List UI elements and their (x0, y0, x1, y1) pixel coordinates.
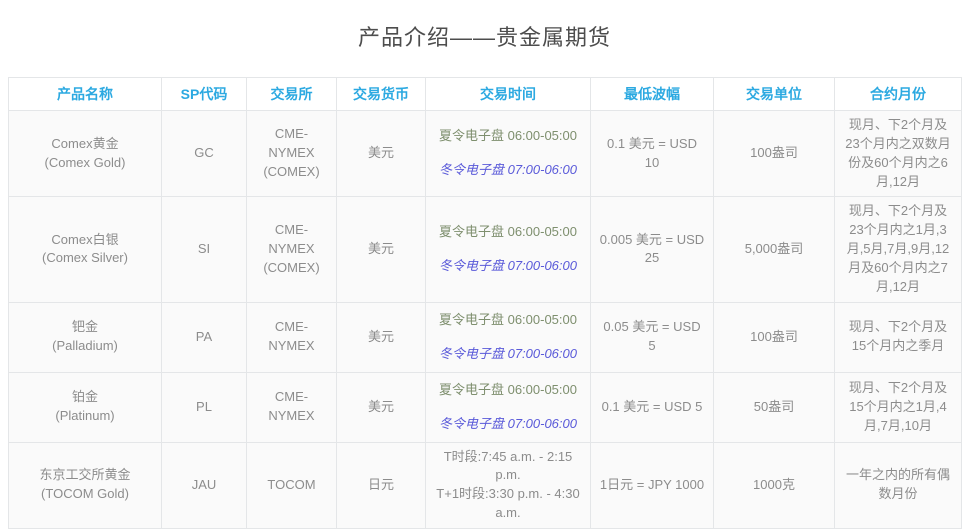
min-fluctuation-cell: 1日元 = JPY 1000 (590, 441, 714, 529)
product-name-cn: 东京工交所黄金 (39, 467, 131, 483)
trading-hours-cell: T时段:7:45 a.m. - 2:15 p.m. T+1时段:3:30 p.m… (425, 441, 591, 529)
sp-code-cell: PL (161, 371, 247, 443)
currency-cell: 美元 (336, 196, 426, 303)
exchange-cell: TOCOM (246, 441, 337, 529)
table-row: Comex黄金 (Comex Gold) GC CME-NYMEX (COMEX… (8, 109, 962, 198)
product-name-en: (Palladium) (52, 338, 118, 354)
sp-code-cell: SI (161, 196, 247, 303)
products-table: 产品名称 SP代码 交易所 交易货币 交易时间 最低波幅 交易单位 合约月份 C… (8, 77, 962, 529)
summer-session: 夏令电子盘 06:00-05:00 (438, 224, 577, 240)
product-name-cell: Comex白银 (Comex Silver) (8, 196, 162, 303)
summer-session: 夏令电子盘 06:00-05:00 (438, 311, 577, 327)
product-name-en: (Platinum) (55, 408, 115, 424)
column-header-trading-unit: 交易单位 (713, 77, 835, 111)
trading-unit-cell: 100盎司 (713, 109, 835, 198)
table-row: Comex白银 (Comex Silver) SI CME-NYMEX (COM… (8, 196, 962, 303)
product-name-cn: 钯金 (71, 319, 98, 335)
trading-unit-cell: 50盎司 (713, 371, 835, 443)
trading-hours-cell: 夏令电子盘 06:00-05:00 冬令电子盘 07:00-06:00 (425, 109, 591, 198)
t-plus-1-session: T+1时段:3:30 p.m. - 4:30 a.m. (436, 486, 580, 521)
trading-unit-cell: 1000克 (713, 441, 835, 529)
winter-session: 冬令电子盘 07:00-06:00 (438, 345, 577, 361)
product-name-cn: 铂金 (71, 389, 98, 405)
column-header-currency: 交易货币 (336, 77, 426, 111)
product-name-cell: 东京工交所黄金 (TOCOM Gold) (8, 441, 162, 529)
min-fluctuation-cell: 0.1 美元 = USD 5 (590, 371, 714, 443)
exchange-cell: CME-NYMEX (COMEX) (246, 196, 337, 303)
summer-session: 夏令电子盘 06:00-05:00 (438, 381, 577, 397)
column-header-product-name: 产品名称 (8, 77, 162, 111)
contract-months-cell: 现月、下2个月及23个月内之1月,3月,5月,7月,9月,12月及60个月内之7… (834, 196, 962, 303)
product-name-en: (TOCOM Gold) (41, 486, 129, 502)
column-header-sp-code: SP代码 (161, 77, 247, 111)
trading-unit-cell: 5,000盎司 (713, 196, 835, 303)
header-row: 产品名称 SP代码 交易所 交易货币 交易时间 最低波幅 交易单位 合约月份 (8, 77, 962, 111)
exchange-cell: CME-NYMEX (246, 371, 337, 443)
product-name-cell: Comex黄金 (Comex Gold) (8, 109, 162, 198)
contract-months-cell: 现月、下2个月及15个月内之季月 (834, 301, 962, 373)
contract-months-cell: 现月、下2个月及15个月内之1月,4月,7月,10月 (834, 371, 962, 443)
winter-session: 冬令电子盘 07:00-06:00 (438, 257, 577, 273)
trading-unit-cell: 100盎司 (713, 301, 835, 373)
min-fluctuation-cell: 0.005 美元 = USD 25 (590, 196, 714, 303)
sp-code-cell: PA (161, 301, 247, 373)
product-name-en: (Comex Gold) (44, 154, 126, 170)
winter-session: 冬令电子盘 07:00-06:00 (438, 162, 577, 178)
column-header-min-fluctuation: 最低波幅 (590, 77, 714, 111)
currency-cell: 美元 (336, 371, 426, 443)
currency-cell: 日元 (336, 441, 426, 529)
sp-code-cell: JAU (161, 441, 247, 529)
table-row: 铂金 (Platinum) PL CME-NYMEX 美元 夏令电子盘 06:0… (8, 371, 962, 443)
product-name-en: (Comex Silver) (42, 250, 128, 266)
exchange-cell: CME-NYMEX (COMEX) (246, 109, 337, 198)
currency-cell: 美元 (336, 301, 426, 373)
winter-session: 冬令电子盘 07:00-06:00 (438, 415, 577, 431)
t-session: T时段:7:45 a.m. - 2:15 p.m. (443, 448, 573, 483)
column-header-exchange: 交易所 (246, 77, 337, 111)
column-header-trading-hours: 交易时间 (425, 77, 591, 111)
product-name-cn: Comex白银 (51, 231, 119, 247)
currency-cell: 美元 (336, 109, 426, 198)
column-header-contract-months: 合约月份 (834, 77, 962, 111)
min-fluctuation-cell: 0.1 美元 = USD 10 (590, 109, 714, 198)
trading-hours-cell: 夏令电子盘 06:00-05:00 冬令电子盘 07:00-06:00 (425, 196, 591, 303)
contract-months-cell: 一年之内的所有偶数月份 (834, 441, 962, 529)
table-row: 东京工交所黄金 (TOCOM Gold) JAU TOCOM 日元 T时段:7:… (8, 441, 962, 529)
contract-months-cell: 现月、下2个月及23个月内之双数月份及60个月内之6月,12月 (834, 109, 962, 198)
product-name-cell: 铂金 (Platinum) (8, 371, 162, 443)
table-row: 钯金 (Palladium) PA CME-NYMEX 美元 夏令电子盘 06:… (8, 301, 962, 373)
sp-code-cell: GC (161, 109, 247, 198)
product-name-cn: Comex黄金 (51, 135, 119, 151)
summer-session: 夏令电子盘 06:00-05:00 (438, 128, 577, 144)
exchange-cell: CME-NYMEX (246, 301, 337, 373)
min-fluctuation-cell: 0.05 美元 = USD 5 (590, 301, 714, 373)
product-name-cell: 钯金 (Palladium) (8, 301, 162, 373)
trading-hours-cell: 夏令电子盘 06:00-05:00 冬令电子盘 07:00-06:00 (425, 301, 591, 373)
page-title: 产品介绍——贵金属期货 (357, 25, 611, 50)
trading-hours-cell: 夏令电子盘 06:00-05:00 冬令电子盘 07:00-06:00 (425, 371, 591, 443)
